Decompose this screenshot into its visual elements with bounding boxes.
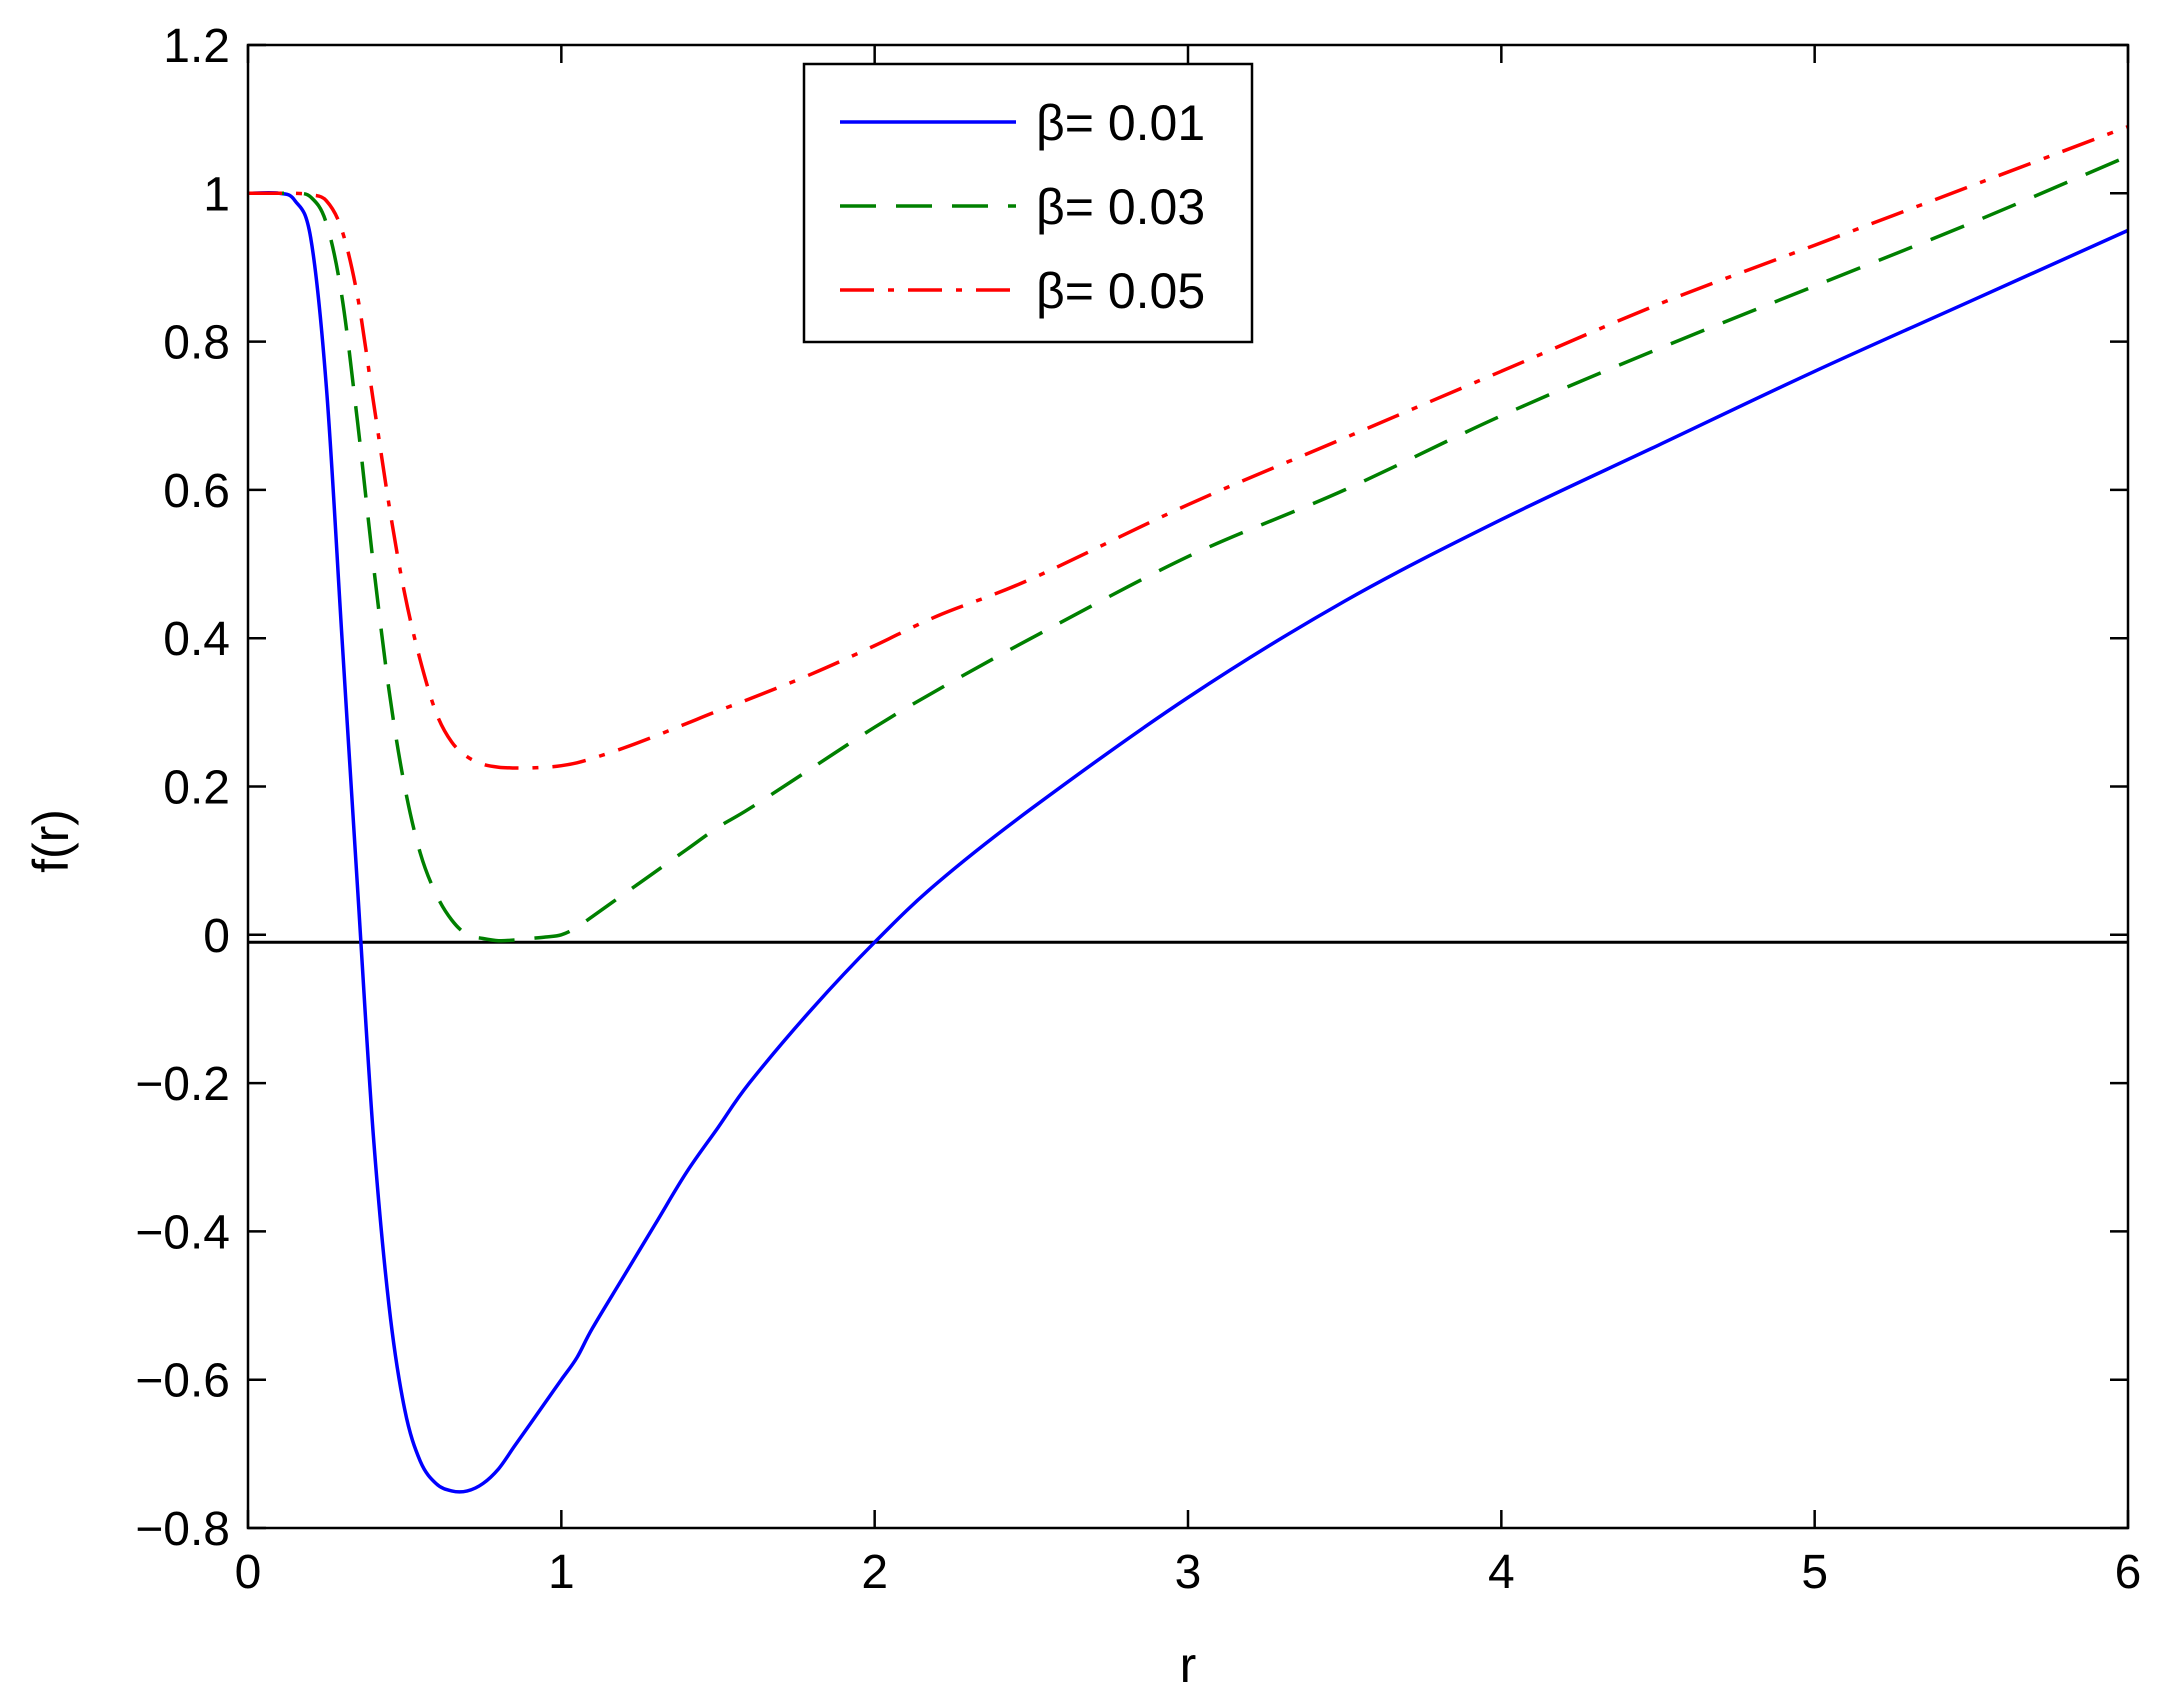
series-line-2 [248,154,2129,943]
y-tick-label: −0.6 [135,1355,230,1408]
plot-frame [246,43,2130,1530]
x-tick-label: 0 [235,1546,262,1599]
series-line-1 [247,191,2129,1494]
x-tick-label: 3 [1175,1546,1202,1599]
legend-label-3: β= 0.05 [1036,263,1205,319]
legend-label-1: β= 0.01 [1036,95,1205,151]
y-tick-label: 0.4 [163,613,230,666]
y-tick-label: 0.6 [163,465,230,518]
x-tick-label: 4 [1488,1546,1515,1599]
y-axis-title: f(r) [23,809,79,873]
x-tick-label: 5 [1801,1546,1828,1599]
legend-box [802,62,1254,344]
y-tick-label: 0 [203,910,230,963]
y-tick-label: 0.2 [163,762,230,815]
tick-labels: 0 1 2 3 4 5 6 −0.8 −0.6 −0.4 −0.2 0 0.2 0.4 0.6 0.8 1 1.2 [135,20,2141,1599]
y-tick-label: −0.8 [135,1503,230,1556]
y-tick-label: 1.2 [163,20,230,73]
x-tick-label: 1 [548,1546,575,1599]
series-lines [247,124,2129,1494]
series-line-3 [248,124,2129,770]
y-tick-label: 1 [203,168,230,221]
x-tick-label: 6 [2115,1546,2142,1599]
y-tick-label: −0.4 [135,1206,230,1259]
legend: β= 0.01 β= 0.03 β= 0.05 [802,62,1254,344]
y-tick-label: 0.8 [163,317,230,370]
legend-label-2: β= 0.03 [1036,179,1205,235]
y-tick-label: −0.2 [135,1058,230,1111]
x-axis-title: r [1180,1637,1197,1693]
x-tick-label: 2 [861,1546,888,1599]
